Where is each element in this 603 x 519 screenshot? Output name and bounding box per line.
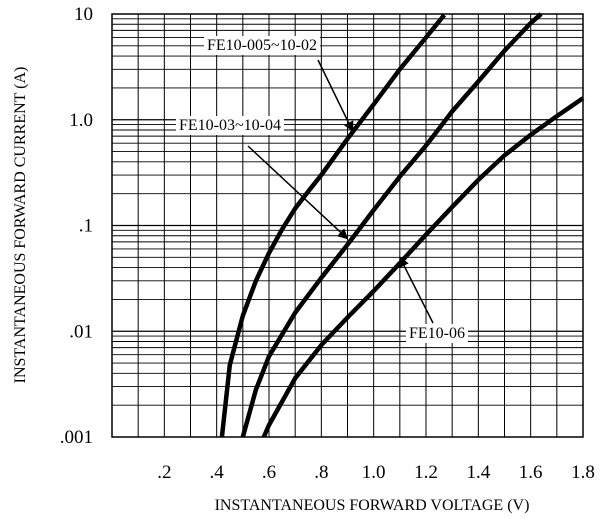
y-tick-label: 10 (74, 4, 93, 25)
annotation-label-background (406, 324, 468, 343)
x-tick-label: .2 (157, 462, 171, 483)
annotation-label-background (176, 116, 284, 135)
series-curve-3 (261, 96, 585, 438)
plot-frame (111, 13, 584, 438)
y-tick-label: .001 (60, 427, 93, 448)
grid (112, 14, 583, 437)
y-tick-label: 1.0 (69, 110, 93, 131)
annotation-arrow (399, 256, 434, 324)
y-tick-labels: .001 .01 .1 1.0 10 (60, 4, 93, 448)
y-tick-label: .01 (69, 321, 93, 342)
x-tick-label: .4 (210, 462, 225, 483)
x-tick-label: 1.2 (414, 462, 438, 483)
x-tick-label: 1.8 (571, 462, 595, 483)
y-axis-label: INSTANTANEOUS FORWARD CURRENT (A) (12, 67, 29, 384)
x-tick-label: 1.6 (519, 462, 543, 483)
series-curve-2 (240, 12, 543, 438)
annotation-label: FE10-03~10-04 (179, 117, 281, 134)
x-axis-label: INSTANTANEOUS FORWARD VOLTAGE (V) (215, 497, 530, 514)
annotation-label-background (204, 36, 320, 55)
x-tick-label: .8 (314, 462, 328, 483)
annotation-label: FE10-06 (409, 325, 465, 342)
annotation-arrow (317, 59, 354, 133)
annotation-arrow (247, 145, 349, 240)
series-group (219, 12, 585, 438)
series-curve-1 (219, 13, 447, 438)
x-tick-label: 1.0 (362, 462, 386, 483)
x-tick-label: 1.4 (466, 462, 490, 483)
x-tick-label: .6 (262, 462, 276, 483)
x-tick-labels: .2 .4 .6 .8 1.0 1.2 1.4 1.6 1.8 (157, 462, 595, 483)
annotations: FE10-005~10-02 FE10-03~10-04 FE10-06 (176, 36, 468, 343)
y-tick-label: .1 (79, 216, 93, 237)
annotation-label: FE10-005~10-02 (207, 37, 317, 54)
